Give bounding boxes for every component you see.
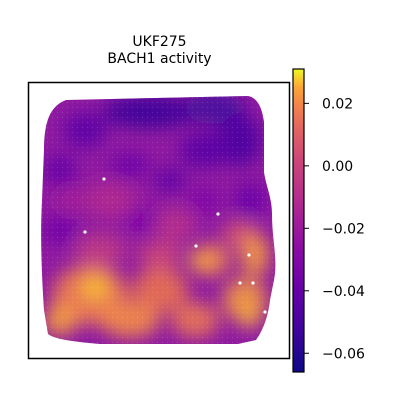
colorbar-tick-label: 0.02 [322, 96, 353, 112]
spot-markers [83, 177, 267, 314]
colorbar-tick-label: 0.00 [322, 159, 353, 175]
colorbar: 0.02 0.00 −0.02 −0.04 −0.06 [292, 68, 365, 373]
spatial-heatmap [41, 96, 276, 344]
axes-frame [27, 81, 291, 360]
colorbar-gradient [293, 69, 304, 372]
colorbar-tick-label: −0.04 [322, 284, 365, 300]
colorbar-tick-label: −0.06 [322, 346, 365, 362]
colorbar-tick-label: −0.02 [322, 221, 365, 237]
colorbar-frame [292, 68, 305, 373]
chart-title-line-2: BACH1 activity [107, 51, 212, 67]
chart-title-line-1: UKF275 [132, 34, 187, 50]
